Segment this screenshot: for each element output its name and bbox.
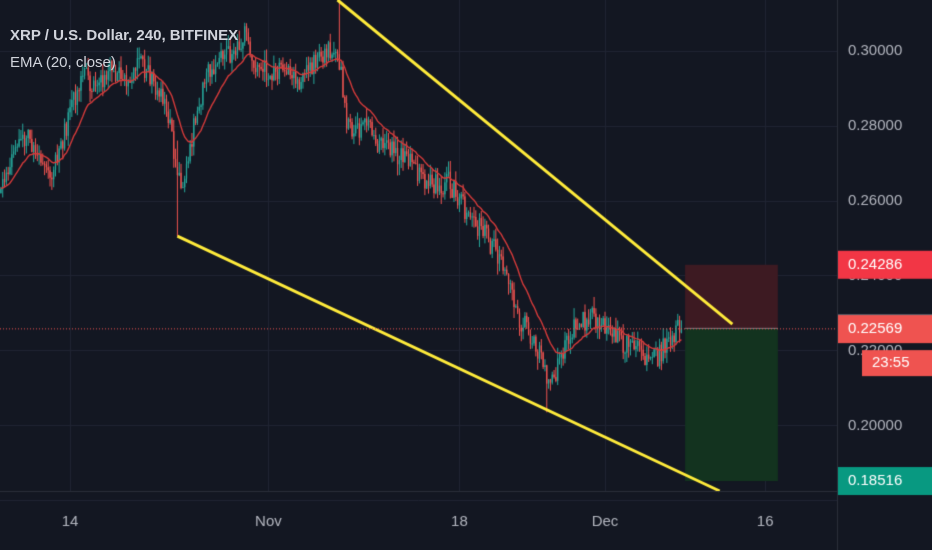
symbol-title[interactable]: XRP / U.S. Dollar, 240, BITFINEX: [10, 27, 239, 44]
chart-legend: XRP / U.S. Dollar, 240, BITFINEX EMA (20…: [10, 22, 238, 76]
indicator-legend[interactable]: EMA (20, close): [10, 54, 116, 71]
